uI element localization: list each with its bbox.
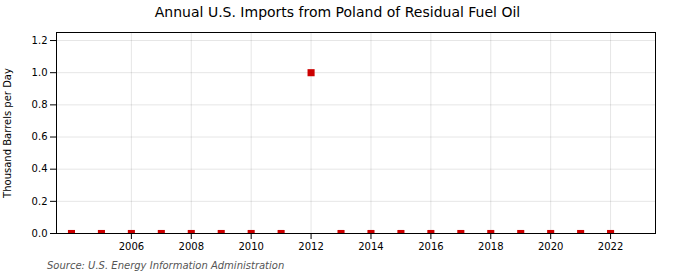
svg-text:2014: 2014	[358, 241, 383, 252]
svg-text:2010: 2010	[238, 241, 263, 252]
svg-text:1.2: 1.2	[32, 35, 48, 46]
svg-text:2006: 2006	[119, 241, 144, 252]
svg-text:0.0: 0.0	[32, 228, 48, 239]
svg-text:Thousand Barrels per Day: Thousand Barrels per Day	[2, 68, 13, 199]
svg-text:2008: 2008	[179, 241, 204, 252]
svg-text:0.2: 0.2	[32, 196, 48, 207]
svg-text:1.0: 1.0	[32, 67, 48, 78]
svg-text:2012: 2012	[298, 241, 323, 252]
html-text:Annual U.S. Imports from Polan: Annual U.S. Imports from Poland of Resid…	[154, 4, 521, 20]
svg-text:0.8: 0.8	[32, 99, 48, 110]
svg-text:2020: 2020	[538, 241, 563, 252]
svg-text:2016: 2016	[418, 241, 443, 252]
svg-text:2022: 2022	[598, 241, 623, 252]
html-text:Source: U.S. Energy Informatio: Source: U.S. Energy Information Administ…	[47, 260, 285, 271]
svg-text:2018: 2018	[478, 241, 503, 252]
svg-text:0.6: 0.6	[32, 131, 48, 142]
svg-text:0.4: 0.4	[32, 163, 48, 174]
